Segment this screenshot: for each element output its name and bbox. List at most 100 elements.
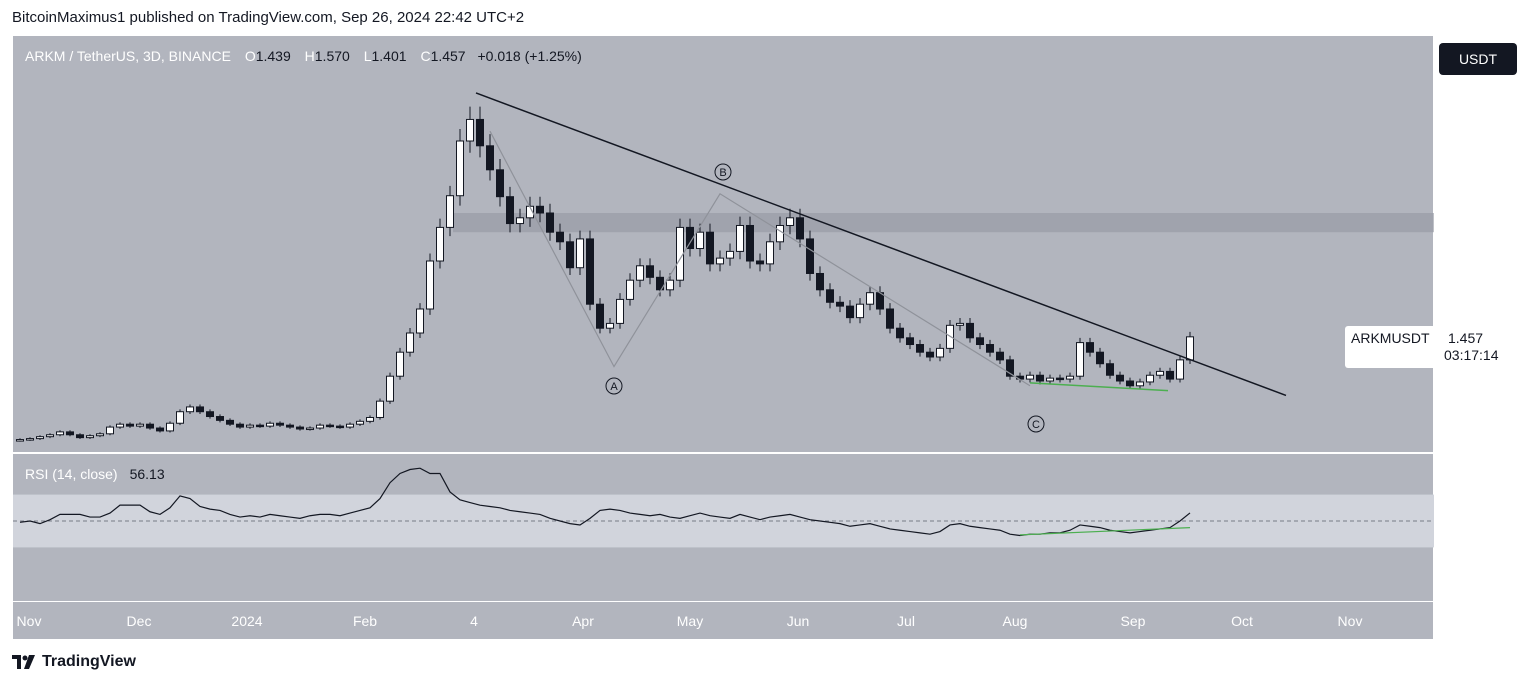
candle-down: [916, 344, 924, 353]
candle-down: [226, 419, 234, 425]
candle-down: [836, 301, 844, 307]
candle-up: [376, 400, 384, 418]
candle-up: [426, 260, 434, 310]
time-tick-label: May: [677, 613, 703, 629]
time-tick-label: Sep: [1121, 613, 1146, 629]
price-tick-label: 0.500: [1468, 421, 1503, 437]
candle-down: [596, 303, 604, 329]
price-tag-symbol: ARKMUSDT: [1351, 330, 1430, 346]
price-tick-label: 4.000: [1468, 84, 1503, 100]
candle-up: [186, 406, 194, 413]
candle-down: [1086, 342, 1094, 353]
candle-up: [716, 257, 724, 265]
chart-background: [13, 36, 1434, 639]
candle-down: [146, 423, 154, 429]
price-tag: ARKMUSDT 1.457 03:17:14: [1345, 326, 1516, 368]
candle-up: [26, 438, 34, 441]
candle-up: [106, 426, 114, 435]
candle-up: [406, 332, 414, 353]
candle-up: [316, 424, 324, 429]
candle-down: [826, 289, 834, 303]
candle-up: [786, 217, 794, 226]
candle-up: [176, 411, 184, 424]
candle-down: [896, 327, 904, 339]
candle-down: [236, 423, 244, 428]
price-tick-label: 3.000: [1468, 181, 1503, 197]
candle-down: [1006, 359, 1014, 377]
candle-down: [506, 196, 514, 225]
candle-down: [706, 231, 714, 265]
low-value: 1.401: [371, 48, 407, 64]
candle-down: [1116, 374, 1124, 382]
open-label: O: [244, 48, 256, 64]
candle-up: [116, 423, 124, 428]
candle-up: [776, 224, 784, 243]
time-tick-label: Nov: [17, 613, 42, 629]
candle-up: [1136, 381, 1144, 387]
symbol-title: ARKM / TetherUS, 3D, BINANCE: [25, 48, 231, 64]
currency-button[interactable]: USDT: [1439, 43, 1517, 75]
candle-down: [976, 337, 984, 346]
candle-down: [276, 422, 284, 426]
candle-down: [656, 276, 664, 291]
candle-down: [156, 427, 164, 432]
candle-down: [546, 212, 554, 233]
time-tick-label: 2024: [231, 613, 262, 629]
wave-label: A: [610, 381, 618, 393]
tradingview-logo[interactable]: TradingView: [12, 653, 136, 671]
rsi-tick-label: 75.00: [1468, 484, 1503, 500]
wave-label-circle: [714, 163, 732, 181]
candle-up: [696, 231, 704, 250]
candle-up: [1146, 374, 1154, 383]
candle-up: [396, 351, 404, 377]
wave-label-circle: [1027, 415, 1045, 433]
time-axis-divider: [13, 601, 1434, 602]
candle-down: [1056, 377, 1064, 381]
candle-down: [126, 423, 134, 427]
time-tick-label: Aug: [1003, 613, 1028, 629]
candle-up: [446, 195, 454, 228]
close-label: C: [420, 48, 431, 64]
candle-up: [86, 435, 94, 439]
candle-up: [1026, 374, 1034, 380]
candle-up: [1066, 375, 1074, 380]
candle-up: [516, 217, 524, 225]
candle-down: [796, 217, 804, 240]
candle-up: [36, 436, 44, 440]
rsi-support-line: [1019, 527, 1191, 536]
candle-up: [346, 423, 354, 428]
candle-down: [486, 145, 494, 171]
candle-down: [816, 272, 824, 291]
candle-up: [606, 322, 614, 329]
descending-trendline: [475, 92, 1287, 397]
candle-up: [1176, 359, 1184, 380]
close-value: 1.457: [430, 48, 466, 64]
candle-down: [806, 238, 814, 274]
wave-label-circle: [605, 377, 623, 395]
candle-up: [466, 118, 474, 142]
candle-up: [136, 423, 144, 427]
wave-label: B: [719, 167, 726, 179]
candle-down: [996, 351, 1004, 361]
candle-up: [246, 424, 254, 428]
rsi-series-line: [19, 467, 1191, 537]
candle-up: [666, 279, 674, 291]
time-tick-label: 4: [470, 613, 478, 629]
candle-up: [46, 434, 54, 438]
candle-up: [56, 431, 64, 436]
candle-up: [456, 140, 464, 197]
rsi-legend: RSI (14, close) 56.13: [25, 466, 165, 482]
tradingview-icon: [12, 655, 35, 669]
candle-down: [296, 426, 304, 430]
wave-label: C: [1032, 419, 1040, 431]
candle-down: [746, 224, 754, 262]
candle-down: [1126, 380, 1134, 387]
candle-up: [16, 439, 24, 442]
candle-up: [386, 375, 394, 402]
tradingview-brand: TradingView: [42, 653, 136, 670]
candle-up: [1046, 377, 1054, 382]
candle-up: [616, 298, 624, 324]
candle-up: [856, 303, 864, 319]
time-tick-label: Jul: [897, 613, 915, 629]
